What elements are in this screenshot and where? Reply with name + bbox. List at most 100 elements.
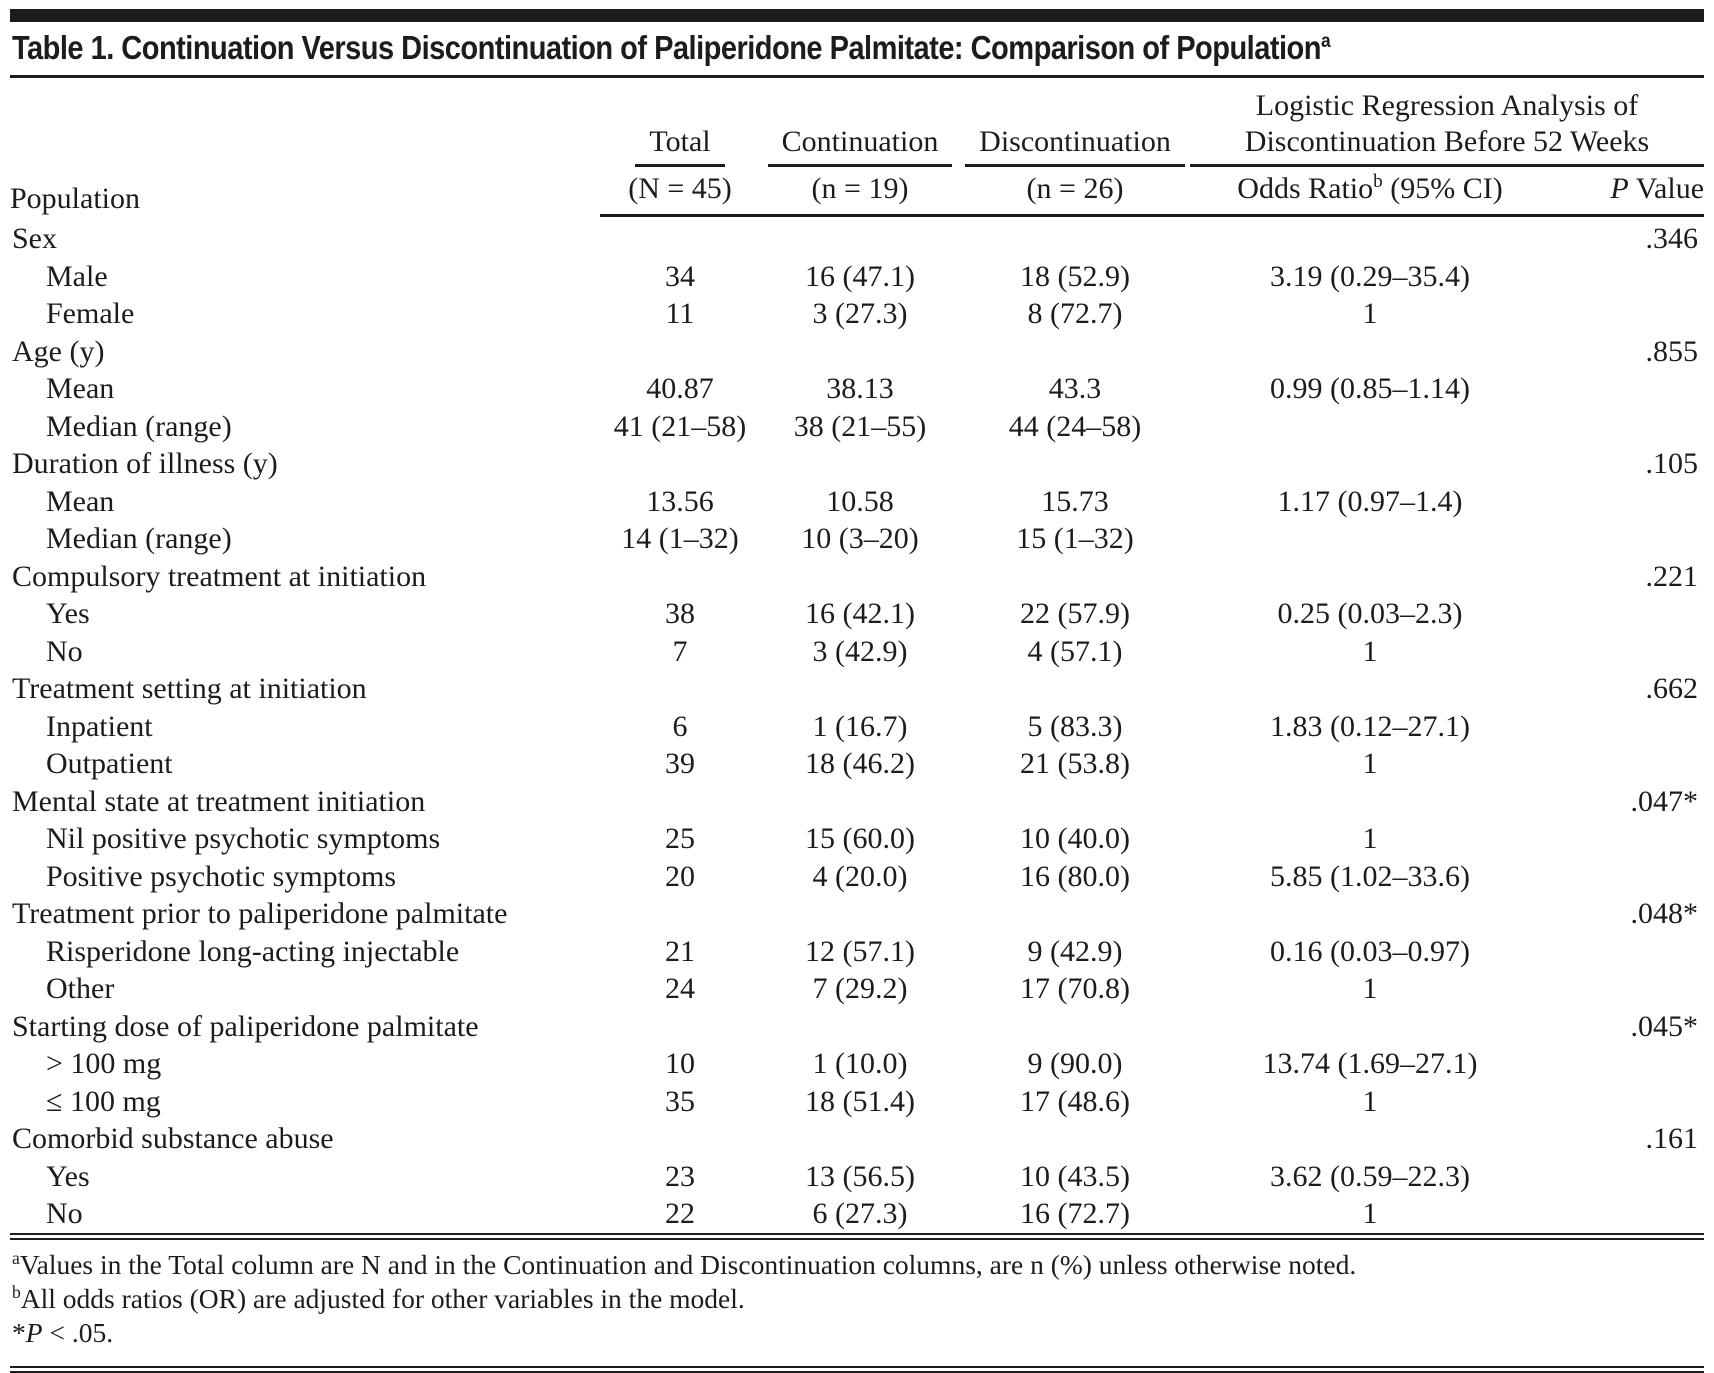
cell-odds-ratio: 13.74 (1.69–27.1) <box>1262 1047 1478 1080</box>
cell-discontinuation <box>960 1120 1190 1158</box>
cell-discontinuation <box>960 558 1190 596</box>
row-label: Median (range) <box>46 409 232 443</box>
cell-odds-ratio <box>1190 216 1550 258</box>
table-row: Duration of illness (y) .105 <box>10 445 1704 483</box>
table-row: Risperidone long-acting injectable 21 12 (… <box>10 933 1704 971</box>
bottom-rule <box>10 1365 1704 1373</box>
cell-total <box>600 783 760 821</box>
table-row: Male 34 16 (47.1) 18 (52.9) 3.19 (0.29–35.4) <box>10 258 1704 296</box>
cell-total: 25 <box>665 822 695 855</box>
cell-discontinuation <box>960 783 1190 821</box>
table-row: No 7 3 (42.9) 4 (57.1) 1 <box>10 633 1704 671</box>
column-header-odds-ratio: Odds Ratiob (95% CI) <box>1190 167 1550 217</box>
table-row: ≤ 100 mg 35 18 (51.4) 17 (48.6) 1 <box>10 1083 1704 1121</box>
cell-continuation: 10 (3–20) <box>801 522 919 555</box>
cell-odds-ratio: 1 <box>1362 972 1378 1005</box>
column-header-logistic-regression-spanner: Logistic Regression Analysis of Disconti… <box>1190 78 1705 167</box>
footnotes: aValues in the Total column are N and in… <box>10 1240 1704 1362</box>
cell-p-value <box>1550 858 1704 896</box>
cell-odds-ratio: 0.16 (0.03–0.97) <box>1270 934 1470 968</box>
cell-odds-ratio: 1.83 (0.12–27.1) <box>1270 709 1470 743</box>
cell-p-value <box>1550 258 1704 296</box>
cell-discontinuation: 22 (57.9) <box>1020 597 1130 630</box>
cell-discontinuation: 17 (70.8) <box>1020 972 1130 1005</box>
cell-p-value <box>1550 295 1704 333</box>
cell-total: 14 (1–32) <box>621 522 739 555</box>
cell-p-value <box>1550 1158 1704 1196</box>
table-row: Mental state at treatment initiation .047… <box>10 783 1704 821</box>
cell-p-value <box>1550 1045 1704 1083</box>
table-row: Starting dose of paliperidone palmitate.… <box>10 1008 1704 1046</box>
cell-total: 35 <box>665 1084 695 1118</box>
table-title: Table 1. Continuation Versus Discontinua… <box>10 22 1704 75</box>
cell-total <box>600 445 760 483</box>
column-subheader-continuation-n: (n = 19) <box>760 167 960 217</box>
cell-total: 40.87 <box>646 372 714 405</box>
cell-discontinuation <box>960 1008 1190 1046</box>
cell-odds-ratio <box>1190 520 1550 558</box>
cell-total: 23 <box>665 1159 695 1193</box>
row-label: Mental state at treatment initiation <box>12 784 426 818</box>
cell-continuation: 3 (42.9) <box>812 634 908 668</box>
cell-odds-ratio <box>1190 670 1550 708</box>
cell-p-value: .048* <box>1630 897 1699 930</box>
table-row: Treatment prior to paliperidone palmitat… <box>10 895 1704 933</box>
row-label: No <box>46 634 83 668</box>
row-label: Mean <box>46 372 115 405</box>
row-label: Risperidone long-acting injectable <box>46 934 460 968</box>
row-label: Yes <box>46 1159 90 1193</box>
cell-continuation <box>760 783 960 821</box>
cell-total <box>600 670 760 708</box>
cell-total: 38 <box>665 597 695 630</box>
cell-continuation <box>760 895 960 933</box>
cell-discontinuation <box>960 895 1190 933</box>
cell-continuation: 18 (46.2) <box>805 747 915 780</box>
cell-continuation: 3 (27.3) <box>812 297 908 330</box>
row-label: Positive psychotic symptoms <box>46 859 397 893</box>
cell-total: 34 <box>665 259 695 293</box>
column-header-discontinuation: Discontinuation <box>960 78 1190 167</box>
cell-p-value <box>1550 520 1704 558</box>
cell-continuation <box>760 670 960 708</box>
cell-continuation <box>760 1008 960 1046</box>
cell-continuation: 10.58 <box>826 484 894 518</box>
row-label: Female <box>46 297 135 330</box>
title-top-bar <box>10 9 1704 22</box>
cell-continuation: 13 (56.5) <box>805 1159 915 1193</box>
cell-total <box>600 558 760 596</box>
cell-total: 22 <box>665 1197 695 1230</box>
cell-discontinuation: 5 (83.3) <box>1027 709 1123 743</box>
cell-p-value <box>1550 933 1704 971</box>
cell-continuation <box>760 333 960 371</box>
cell-discontinuation: 8 (72.7) <box>1027 297 1123 330</box>
table-row: Sex .346 <box>10 216 1704 258</box>
cell-p-value <box>1550 708 1704 746</box>
table-row: Compulsory treatment at initiation .221 <box>10 558 1704 596</box>
cell-continuation: 6 (27.3) <box>812 1197 908 1230</box>
cell-discontinuation <box>960 216 1190 258</box>
cell-odds-ratio: 1 <box>1362 1197 1378 1230</box>
cell-continuation: 7 (29.2) <box>812 972 908 1005</box>
row-label: No <box>46 1197 83 1230</box>
row-label: Nil positive psychotic symptoms <box>46 822 441 855</box>
cell-discontinuation: 4 (57.1) <box>1027 634 1123 668</box>
cell-p-value <box>1550 1195 1704 1236</box>
cell-p-value: .221 <box>1645 559 1699 593</box>
cell-discontinuation: 17 (48.6) <box>1020 1084 1130 1118</box>
cell-total: 20 <box>665 859 695 893</box>
cell-total: 41 (21–58) <box>613 409 747 443</box>
cell-discontinuation: 10 (43.5) <box>1020 1159 1130 1193</box>
cell-continuation: 16 (47.1) <box>805 259 915 293</box>
cell-total <box>600 333 760 371</box>
cell-p-value: .855 <box>1645 334 1699 368</box>
row-label: Mean <box>46 484 115 518</box>
cell-odds-ratio: 1 <box>1362 822 1378 855</box>
cell-continuation: 38 (21–55) <box>793 409 927 443</box>
table-row: > 100 mg 10 1 (10.0) 9 (90.0) 13.74 (1.69–27… <box>10 1045 1704 1083</box>
row-label: Compulsory treatment at initiation <box>12 559 427 593</box>
cell-discontinuation <box>960 670 1190 708</box>
table-row: Yes 23 13 (56.5) 10 (43.5) 3.62 (0.59–22.3) <box>10 1158 1704 1196</box>
cell-p-value <box>1550 483 1704 521</box>
cell-odds-ratio <box>1190 408 1550 446</box>
